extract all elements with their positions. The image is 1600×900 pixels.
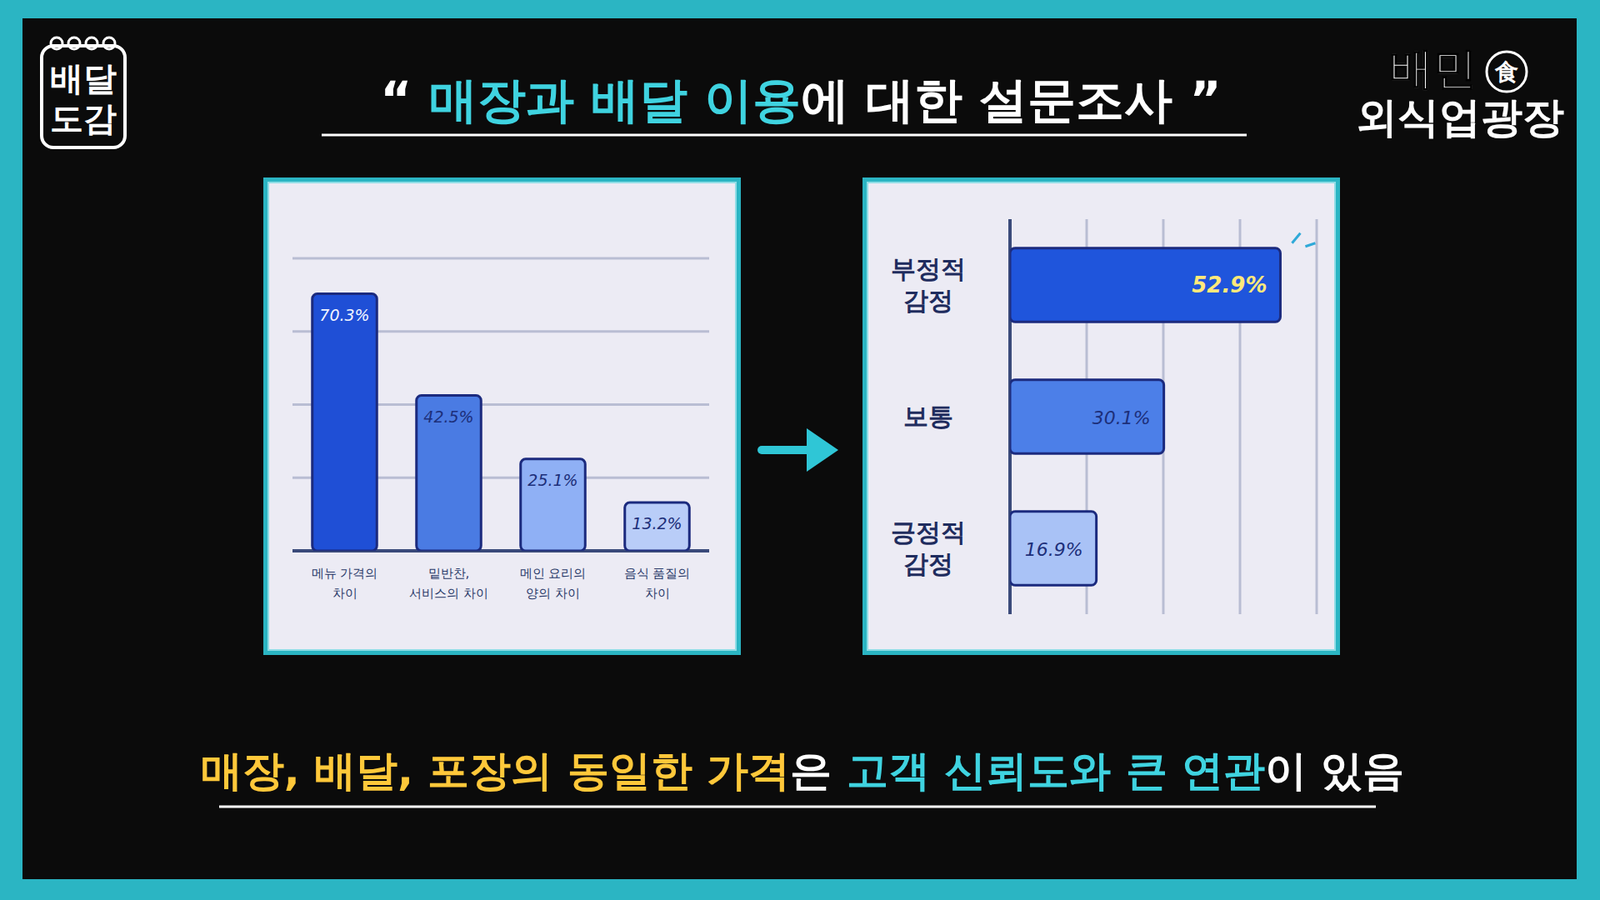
title-part: 매장과 배달 이용	[429, 71, 801, 129]
panel	[268, 182, 736, 650]
title-part: “	[380, 71, 429, 129]
bar	[625, 502, 690, 551]
grid-line	[1315, 219, 1319, 615]
text-line: 밑반찬,	[428, 565, 470, 581]
panel-border	[263, 177, 741, 655]
bar	[1010, 380, 1165, 454]
bars	[312, 294, 690, 551]
text-line: 차이	[332, 585, 358, 601]
text-line: 차이	[645, 585, 670, 601]
text-line: 메인 요리의	[520, 565, 587, 581]
bar	[1010, 511, 1097, 585]
text-line: 서비스의 차이	[409, 585, 489, 601]
title-part: 에 대한 설문조사	[800, 71, 1190, 129]
text-line: 부정적	[890, 254, 966, 284]
caption-part: 은	[790, 746, 846, 795]
chart: 70.3% 메뉴 가격의차이 42.5% 밑반찬, 서비스의 차이 25.1% 메인 요리의…	[292, 258, 710, 601]
page: “ 매장과 배달 이용에 대한 설문조사 ” 배달도감 배민 食 외식업광장 70.3% 메…	[0, 0, 1600, 900]
text-line: 음식 품질의	[624, 565, 691, 581]
text-line: 보통	[903, 401, 954, 431]
data-label: 42.5%	[423, 407, 474, 426]
category-label: 부정적감정	[890, 254, 966, 315]
caption-part: 고객 신뢰도와 큰 연관	[846, 746, 1265, 795]
text-line: 양의 차이	[525, 585, 580, 601]
bar	[520, 459, 586, 551]
data-label: 52.9%	[1191, 272, 1267, 298]
category-label: 메인 요리의양의 차이	[520, 565, 587, 601]
labels: 52.9%부정적감정30.1%보통16.9%긍정적감정	[890, 254, 1267, 579]
data-label: 70.3%	[319, 305, 370, 325]
text-line: 감정	[903, 285, 954, 315]
brand-icon-ring	[1486, 51, 1527, 92]
data-label: 16.9%	[1025, 539, 1084, 560]
title: “ 매장과 배달 이용에 대한 설문조사 ”	[380, 71, 1221, 129]
text-line: 메뉴 가격의	[311, 565, 379, 581]
caption-part: 매장, 배달, 포장의 동일한 가격	[200, 746, 791, 795]
caption-underline	[219, 805, 1376, 809]
badge-ring	[50, 37, 63, 50]
chart: 52.9%부정적감정30.1%보통16.9%긍정적감정	[890, 219, 1317, 615]
data-label: 30.1%	[1092, 407, 1151, 429]
data-label: 25.1%	[527, 470, 578, 490]
text-line: 감정	[903, 549, 954, 579]
category-label: 메뉴 가격의차이	[311, 565, 379, 601]
grid-line	[292, 257, 710, 260]
text-line: 도감	[50, 99, 117, 138]
brand: 배민	[1390, 43, 1477, 94]
frame	[0, 0, 1600, 900]
title-underline	[321, 134, 1247, 137]
arrow-head	[806, 428, 839, 472]
category-label: 보통	[903, 401, 954, 431]
board	[22, 18, 1577, 880]
data-label: 13.2%	[631, 514, 682, 533]
badge-ring	[103, 37, 115, 50]
brand-icon: 食	[1494, 58, 1519, 86]
badge-ring	[68, 37, 80, 50]
caption-part: 이 있음	[1265, 746, 1405, 795]
badge-text: 배달도감	[50, 59, 117, 138]
title-part: ”	[1190, 71, 1222, 129]
emphasis	[1305, 243, 1315, 247]
badge-ring	[85, 37, 98, 50]
brand-sub: 외식업광장	[1355, 93, 1565, 142]
panel-border	[862, 177, 1340, 655]
caption: 매장, 배달, 포장의 동일한 가격은 고객 신뢰도와 큰 연관이 있음	[200, 746, 1405, 795]
bar	[416, 395, 482, 551]
text-line: 긍정적	[890, 517, 966, 547]
emphasis	[1291, 233, 1300, 244]
bar	[1010, 248, 1280, 322]
category-label: 긍정적감정	[890, 517, 966, 579]
category-label: 밑반찬, 서비스의 차이	[409, 565, 489, 601]
bar	[312, 294, 378, 551]
labels: 70.3% 메뉴 가격의차이 42.5% 밑반찬, 서비스의 차이 25.1% 메인 요리의…	[311, 305, 691, 601]
badge-box	[41, 45, 125, 148]
category-label: 음식 품질의차이	[624, 565, 691, 601]
panel	[867, 182, 1335, 650]
text-line: 배달	[50, 59, 117, 98]
bars	[1010, 248, 1280, 585]
